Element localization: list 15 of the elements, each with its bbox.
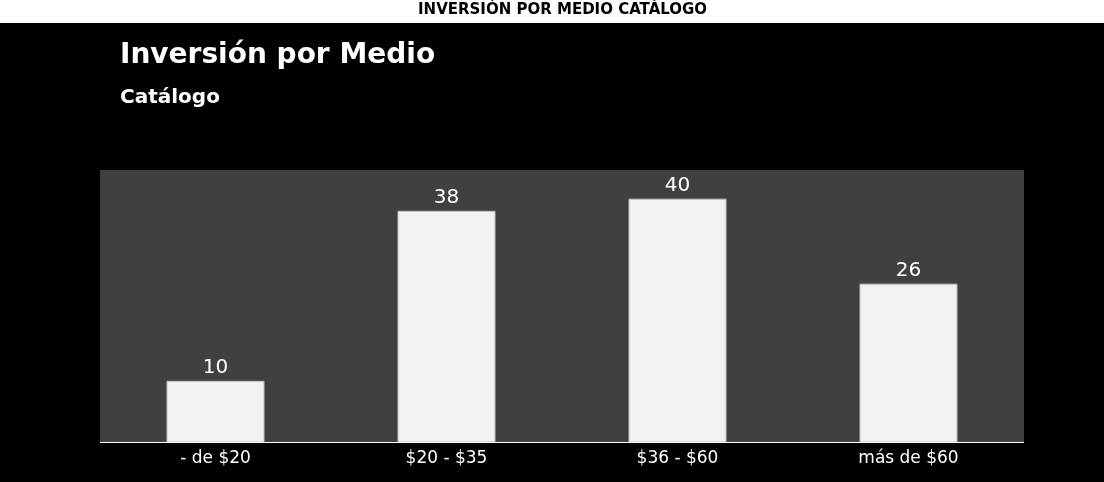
text: INVERSIÓN POR MEDIO CATÁLOGO (418, 0, 708, 18)
x-tick-label: - de $20 (180, 447, 251, 468)
bar (859, 283, 958, 442)
bar (166, 380, 265, 442)
bar (397, 210, 496, 442)
x-tick-label: más de $60 (858, 447, 959, 468)
x-tick-label: $36 - $60 (636, 447, 719, 468)
data-label: 38 (433, 184, 460, 209)
bar (628, 198, 727, 442)
data-label: 10 (202, 354, 229, 379)
chart-title: Inversión por Medio (120, 37, 436, 70)
chart-subtitle: Catálogo (120, 84, 220, 108)
x-tick-label: $20 - $35 (405, 447, 488, 468)
data-label: 40 (664, 172, 691, 197)
data-label: 26 (895, 257, 922, 282)
